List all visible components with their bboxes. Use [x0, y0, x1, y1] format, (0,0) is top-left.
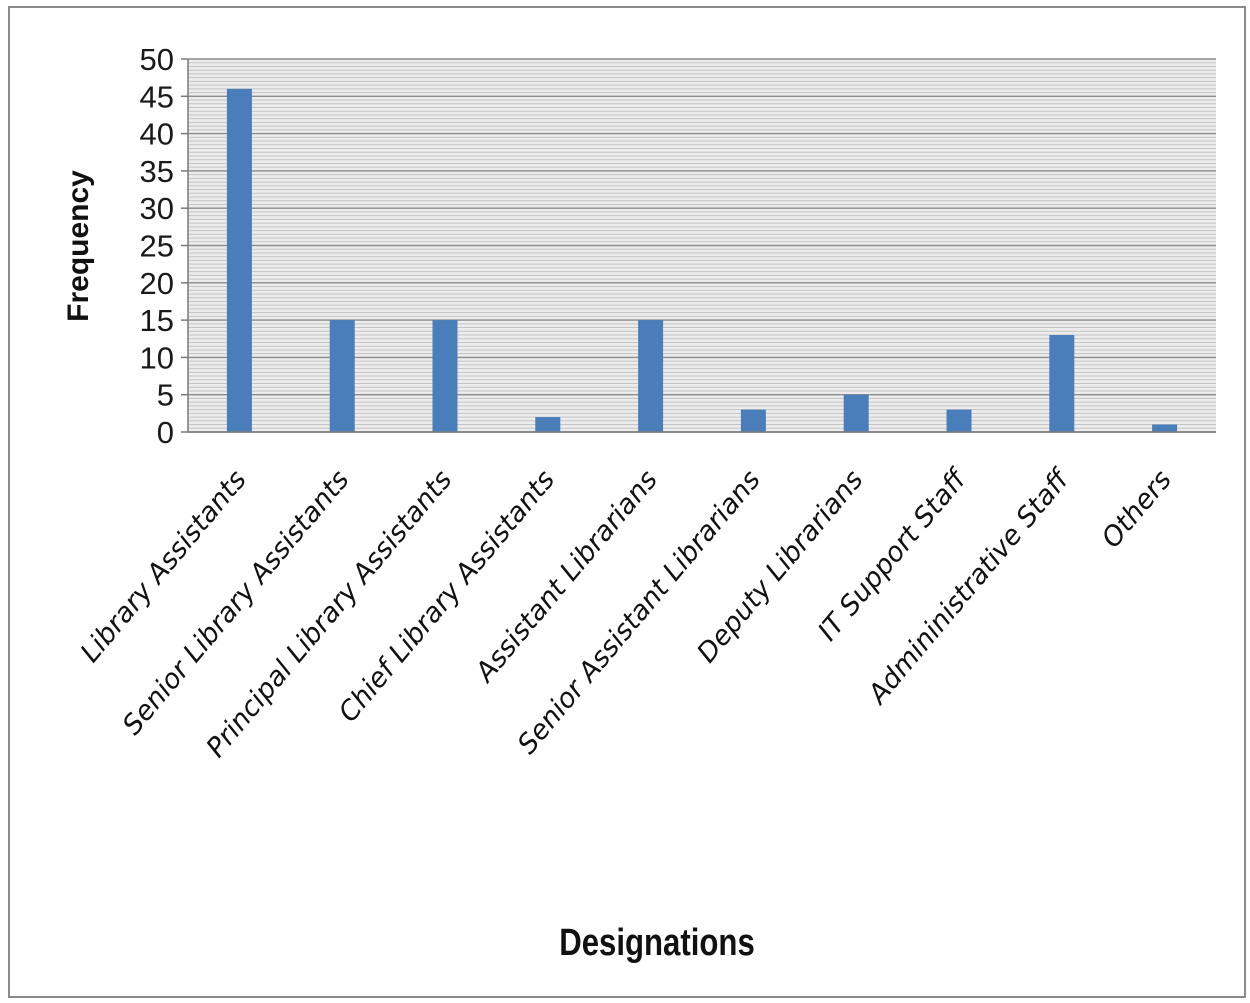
- bars: [226, 88, 1178, 432]
- x-tick-label: Admininistrative Staff: [861, 463, 1077, 712]
- y-tick-label: 45: [140, 79, 174, 114]
- bar: [535, 417, 561, 432]
- bar: [432, 320, 458, 432]
- bar: [740, 409, 766, 432]
- x-tick-label: Others: [1096, 465, 1178, 554]
- y-axis-title: Frequency: [62, 170, 95, 322]
- x-tick-label: Assistant Librarians: [468, 465, 664, 690]
- bar: [638, 320, 664, 432]
- y-tick-label: 25: [140, 229, 174, 264]
- bar: [1049, 335, 1075, 432]
- y-tick-label: 20: [140, 266, 174, 301]
- y-tick-label: 10: [140, 340, 174, 375]
- bar: [843, 394, 869, 432]
- bar: [329, 320, 355, 432]
- y-tick-label: 40: [140, 117, 174, 152]
- y-tick-label: 35: [140, 154, 174, 189]
- x-tick-label: Chief Library Assistants: [333, 465, 561, 729]
- x-axis-title: Designations: [559, 922, 755, 964]
- y-tick-label: 30: [140, 191, 174, 226]
- bar: [946, 409, 972, 432]
- y-tick-label: 0: [157, 415, 174, 450]
- y-tick-label: 15: [140, 303, 174, 338]
- bar: [226, 88, 252, 432]
- bar: [1152, 424, 1178, 432]
- y-tick-label: 5: [157, 378, 174, 413]
- axes: [181, 58, 1216, 433]
- gridlines: [188, 58, 1216, 433]
- y-tick-label: 50: [140, 42, 174, 77]
